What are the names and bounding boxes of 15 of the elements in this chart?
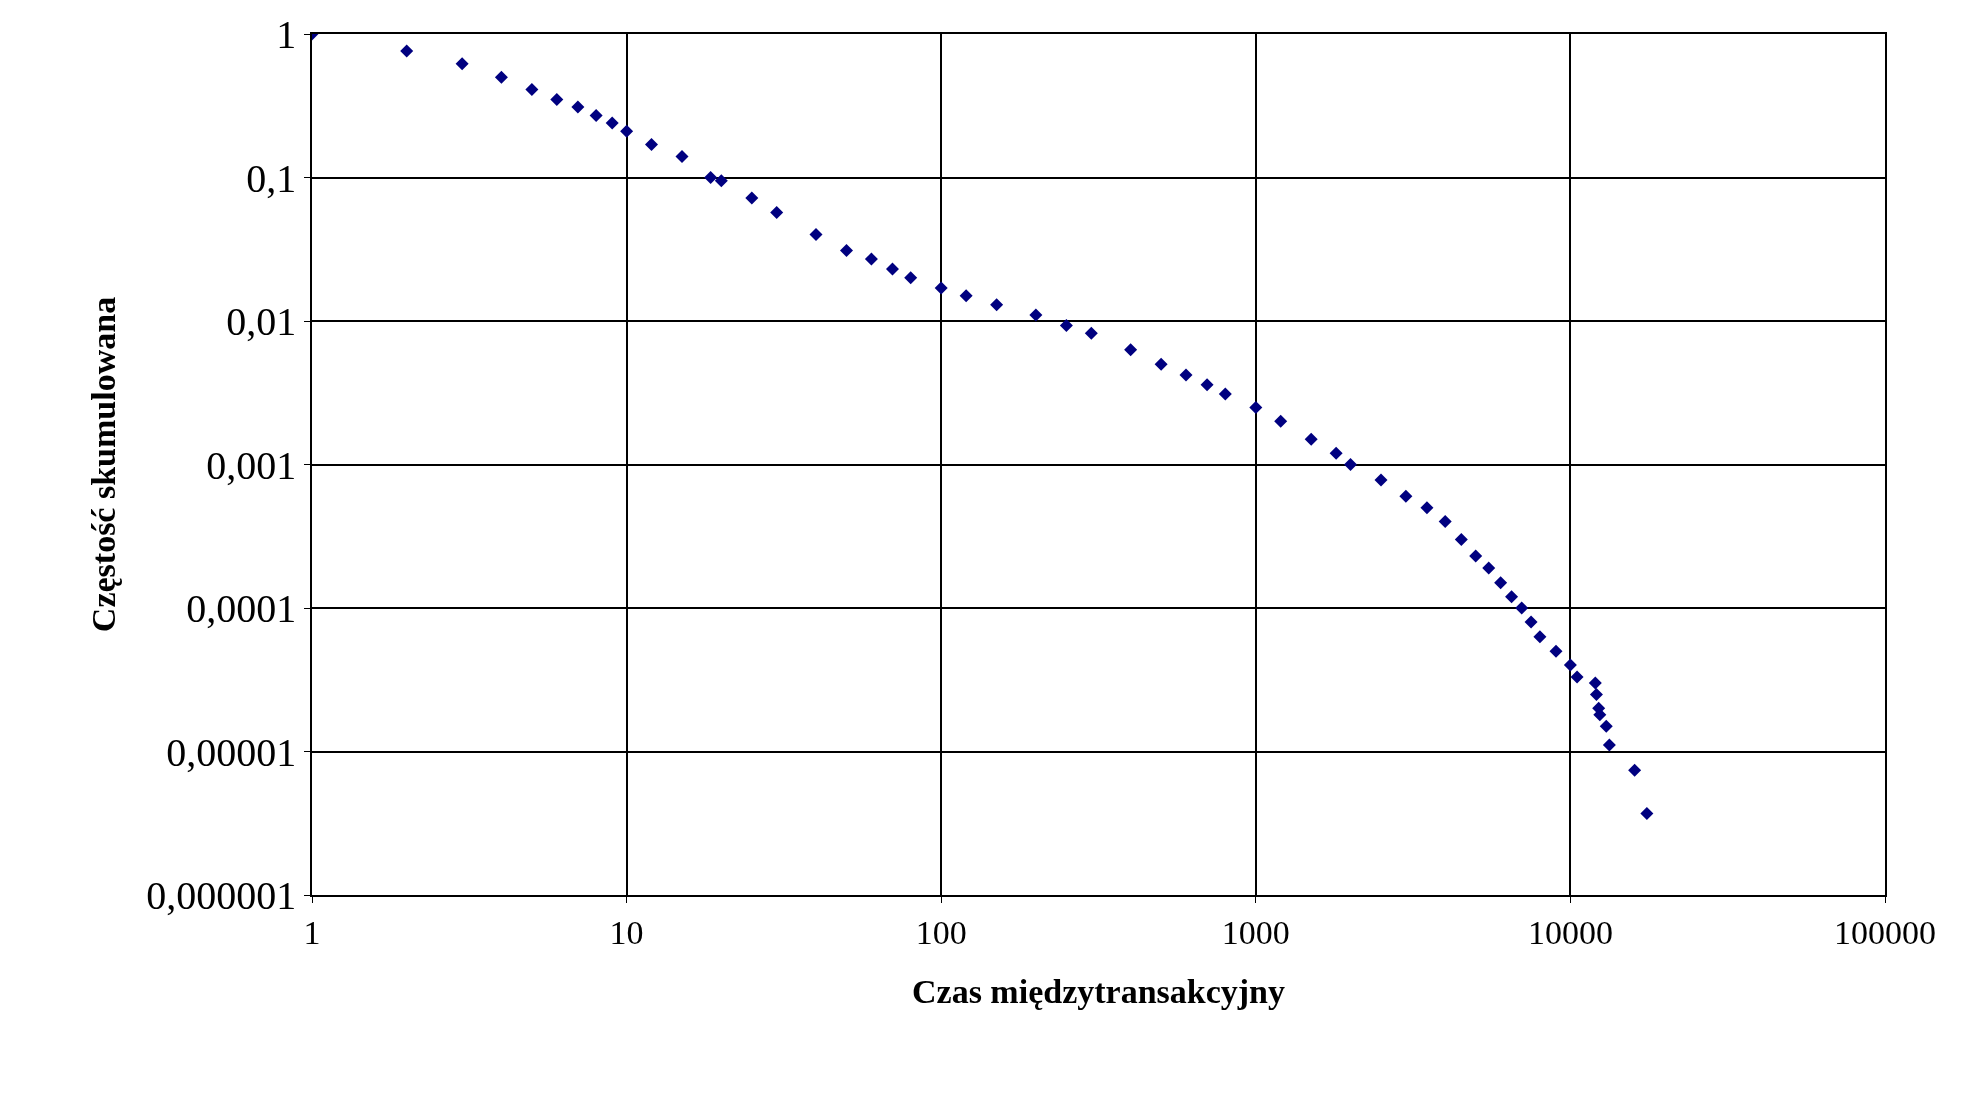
y-tick-label: 0,001 (206, 442, 297, 488)
x-tick-label: 1000 (1221, 913, 1290, 951)
y-tick-label: 0,01 (226, 299, 297, 344)
x-tick-label: 10000 (1527, 913, 1613, 951)
y-tick-label: 1 (276, 12, 297, 57)
x-tick-label: 1 (303, 913, 321, 951)
x-axis-title: Czas międzytransakcyjny (911, 973, 1286, 1011)
x-tick-label: 10 (609, 913, 644, 951)
y-tick-label: 0,000001 (146, 873, 297, 918)
y-tick-label: 0,0001 (186, 586, 297, 631)
y-tick-label: 0,1 (246, 155, 297, 201)
y-axis-title: Częstość skumulowana (85, 296, 123, 633)
x-tick-label: 100 (915, 913, 967, 951)
y-tick-label: 0,00001 (166, 729, 297, 775)
x-tick-label: 100000 (1834, 913, 1936, 951)
